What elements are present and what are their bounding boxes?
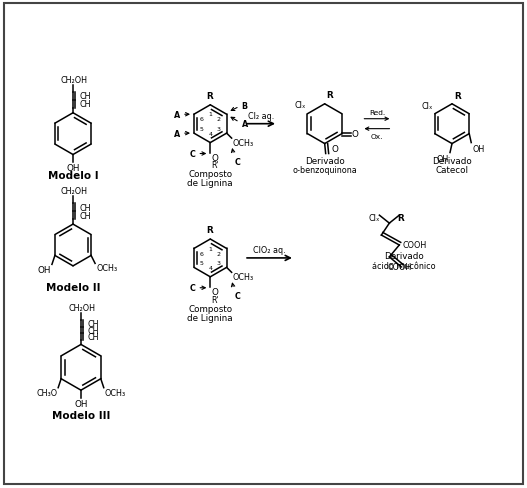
Text: OH: OH — [37, 266, 51, 275]
Text: OCH₃: OCH₃ — [96, 264, 117, 273]
Text: OCH₃: OCH₃ — [232, 273, 253, 282]
Text: CH₂OH: CH₂OH — [61, 187, 87, 196]
Text: C: C — [190, 284, 196, 293]
Text: 6: 6 — [200, 251, 204, 256]
Text: Modelo II: Modelo II — [46, 282, 100, 292]
Text: Derivado: Derivado — [432, 157, 472, 166]
Text: 2: 2 — [217, 117, 221, 122]
Text: 5: 5 — [200, 127, 204, 132]
Text: Modelo I: Modelo I — [48, 171, 99, 181]
Text: O: O — [331, 145, 338, 154]
Text: A: A — [174, 110, 180, 120]
Text: 6: 6 — [200, 117, 204, 122]
Text: CH: CH — [88, 326, 100, 335]
Text: C: C — [235, 292, 240, 301]
Text: Derivado: Derivado — [305, 157, 345, 166]
Text: Red.: Red. — [369, 109, 385, 116]
Text: CH₂OH: CH₂OH — [61, 76, 87, 85]
Text: CH: CH — [80, 100, 92, 109]
Text: OCH₃: OCH₃ — [232, 139, 253, 148]
Text: O: O — [211, 287, 218, 296]
Text: de Lignina: de Lignina — [188, 313, 233, 322]
Text: Modelo III: Modelo III — [52, 410, 110, 420]
Text: R: R — [454, 92, 461, 101]
Text: C: C — [235, 158, 240, 167]
Text: O: O — [211, 153, 218, 162]
Text: CH₃O: CH₃O — [36, 388, 57, 397]
Text: 3: 3 — [217, 127, 221, 132]
Text: COOH: COOH — [402, 241, 426, 250]
Text: 1: 1 — [208, 246, 212, 251]
Text: Catecol: Catecol — [435, 166, 469, 175]
Text: o-benzoquinona: o-benzoquinona — [292, 166, 357, 175]
Text: R': R' — [211, 295, 219, 304]
Text: de Lignina: de Lignina — [188, 179, 233, 188]
Text: 4: 4 — [208, 132, 212, 137]
Text: ClO₂ aq.: ClO₂ aq. — [253, 245, 286, 254]
Text: Composto: Composto — [188, 304, 232, 313]
Text: 3: 3 — [217, 261, 221, 266]
Text: O: O — [352, 130, 359, 139]
Text: C: C — [190, 150, 196, 159]
Text: CH: CH — [80, 203, 92, 212]
Text: CH₂OH: CH₂OH — [69, 303, 95, 312]
Text: OH: OH — [74, 399, 87, 408]
Text: R': R' — [211, 161, 219, 170]
Text: OCH₃: OCH₃ — [105, 388, 126, 397]
Text: A: A — [174, 129, 180, 138]
Text: R: R — [206, 92, 213, 101]
Text: 5: 5 — [200, 261, 204, 266]
Text: CH: CH — [88, 319, 100, 328]
Text: ácido mucônico: ácido mucônico — [373, 262, 436, 270]
Text: CH: CH — [80, 92, 92, 101]
Text: 2: 2 — [217, 251, 221, 256]
Text: Derivado: Derivado — [384, 251, 424, 261]
Text: 4: 4 — [208, 265, 212, 271]
Text: OH: OH — [66, 164, 80, 173]
Text: R: R — [327, 91, 334, 100]
Text: R: R — [206, 225, 213, 235]
Text: CH: CH — [88, 333, 100, 342]
Text: Ox.: Ox. — [370, 133, 383, 140]
Text: 1: 1 — [208, 112, 212, 117]
Text: Clₓ: Clₓ — [294, 101, 306, 109]
Text: Cl₂ aq.: Cl₂ aq. — [248, 111, 274, 121]
Text: COOH: COOH — [387, 263, 412, 271]
Text: Clₓ: Clₓ — [422, 102, 433, 111]
Text: CH: CH — [80, 211, 92, 220]
Text: Clₓ: Clₓ — [368, 213, 379, 222]
Text: A: A — [241, 120, 248, 128]
Text: B: B — [241, 102, 248, 111]
Text: OH: OH — [472, 144, 484, 153]
Text: OH: OH — [437, 154, 449, 163]
Text: R: R — [397, 213, 404, 222]
Text: Composto: Composto — [188, 170, 232, 179]
